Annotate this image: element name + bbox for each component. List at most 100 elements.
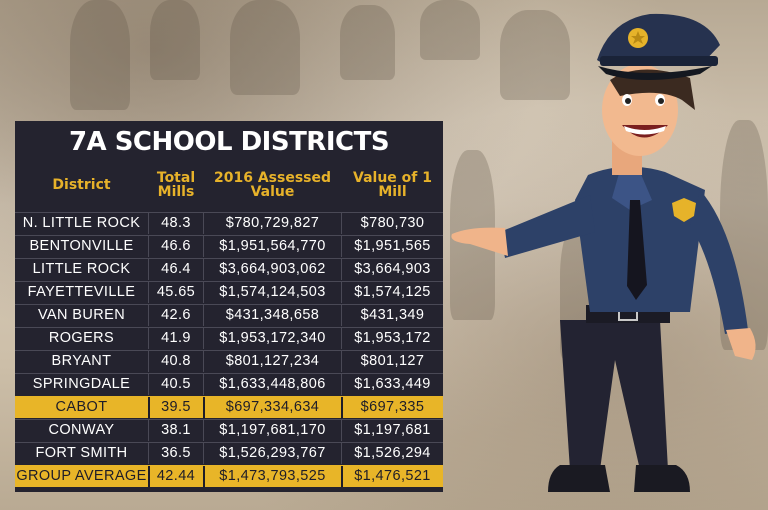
table-row: BRYANT 40.8 $801,127,234 $801,127 [15,350,443,372]
cell-assessed-value: $431,348,658 [225,307,320,323]
table-row: FORT SMITH 36.5 $1,526,293,767 $1,526,294 [15,442,443,464]
column-divider [148,328,149,349]
column-divider [148,213,149,234]
cell-district: SPRINGDALE [32,376,131,392]
cell-assessed-value: $780,729,827 [225,215,320,231]
column-divider [148,443,149,464]
cell-value-of-1-mill: $1,633,449 [354,376,431,392]
cell-value-of-1-mill: $1,953,172 [354,330,431,346]
column-divider [341,466,343,487]
column-divider [203,351,204,372]
column-divider [341,397,343,418]
column-divider [148,397,150,418]
cell-total-mills: 39.5 [161,399,191,415]
cell-district: LITTLE ROCK [32,261,131,277]
column-divider [341,282,342,303]
column-divider [341,328,342,349]
cell-assessed-value: $1,526,293,767 [219,445,326,461]
cell-assessed-value: $1,951,564,770 [219,238,326,254]
cell-total-mills: 46.6 [161,238,191,254]
cell-district: FORT SMITH [35,445,128,461]
cell-district: ROGERS [48,330,115,346]
column-divider [148,466,150,487]
cell-total-mills: 42.44 [156,468,196,484]
cell-total-mills: 42.6 [161,307,191,323]
cell-assessed-value: $3,664,903,062 [219,261,326,277]
table-row: ROGERS 41.9 $1,953,172,340 $1,953,172 [15,327,443,349]
column-divider [148,236,149,257]
header-district: District [52,177,111,193]
cell-assessed-value: $1,953,172,340 [219,330,326,346]
table-row: GROUP AVERAGE 42.44 $1,473,793,525 $1,476,5… [15,465,443,487]
column-divider [341,213,342,234]
column-divider [341,374,342,395]
table-row: CONWAY 38.1 $1,197,681,170 $1,197,681 [15,419,443,441]
cell-value-of-1-mill: $780,730 [360,215,425,231]
cell-total-mills: 41.9 [161,330,191,346]
cell-district: CONWAY [48,422,115,438]
cell-value-of-1-mill: $431,349 [360,307,425,323]
cell-value-of-1-mill: $1,197,681 [354,422,431,438]
column-divider [341,305,342,326]
cell-value-of-1-mill: $1,526,294 [354,445,431,461]
table-title: 7A SCHOOL DISTRICTS [68,127,390,157]
cell-value-of-1-mill: $697,335 [360,399,425,415]
column-divider [203,420,204,441]
column-divider [203,374,204,395]
column-divider [341,259,342,280]
table-row: FAYETTEVILLE 45.65 $1,574,124,503 $1,574,12… [15,281,443,303]
police-officer-illustration [451,13,756,492]
cell-total-mills: 46.4 [161,261,191,277]
column-divider [203,259,204,280]
column-divider [203,466,205,487]
column-divider [203,236,204,257]
column-divider [148,351,149,372]
cell-district: BRYANT [51,353,112,369]
table-row: LITTLE ROCK 46.4 $3,664,903,062 $3,664,903 [15,258,443,280]
cell-district: VAN BUREN [37,307,126,323]
header-value-of-1-mill: Value of 1 Mill [353,170,432,200]
column-divider [341,351,342,372]
column-divider [341,236,342,257]
table-row: VAN BUREN 42.6 $431,348,658 $431,349 [15,304,443,326]
column-divider [341,420,342,441]
cell-assessed-value: $1,574,124,503 [219,284,326,300]
column-divider [148,282,149,303]
cell-assessed-value: $1,473,793,525 [219,468,326,484]
column-divider [148,374,149,395]
column-divider [148,420,149,441]
column-divider [148,259,149,280]
cell-assessed-value: $1,633,448,806 [219,376,326,392]
cell-total-mills: 40.8 [161,353,191,369]
school-districts-table: 7A SCHOOL DISTRICTS District Total Mills… [15,121,443,492]
cell-assessed-value: $697,334,634 [225,399,320,415]
cell-district: FAYETTEVILLE [27,284,136,300]
column-divider [203,443,204,464]
header-total-mills: Total Mills [156,170,196,200]
column-divider [148,305,149,326]
cell-total-mills: 48.3 [161,215,191,231]
cell-assessed-value: $801,127,234 [225,353,320,369]
cell-assessed-value: $1,197,681,170 [219,422,326,438]
column-divider [203,328,204,349]
cell-district: N. LITTLE ROCK [22,215,141,231]
table-row: BENTONVILLE 46.6 $1,951,564,770 $1,951,565 [15,235,443,257]
cell-district: GROUP AVERAGE [16,468,147,484]
column-divider [203,282,204,303]
column-divider [203,213,204,234]
cell-total-mills: 36.5 [161,445,191,461]
table-row: CABOT 39.5 $697,334,634 $697,335 [15,396,443,418]
cell-district: BENTONVILLE [29,238,134,254]
cell-total-mills: 45.65 [156,284,196,300]
header-assessed-value: 2016 Assessed Value [213,170,332,200]
column-divider [341,443,342,464]
cell-total-mills: 38.1 [161,422,191,438]
cell-value-of-1-mill: $1,951,565 [354,238,431,254]
table-row: SPRINGDALE 40.5 $1,633,448,806 $1,633,449 [15,373,443,395]
cell-value-of-1-mill: $1,574,125 [354,284,431,300]
column-divider [203,397,205,418]
cell-district: CABOT [55,399,108,415]
table-row: N. LITTLE ROCK 48.3 $780,729,827 $780,730 [15,212,443,234]
cell-value-of-1-mill: $801,127 [360,353,425,369]
cell-total-mills: 40.5 [161,376,191,392]
